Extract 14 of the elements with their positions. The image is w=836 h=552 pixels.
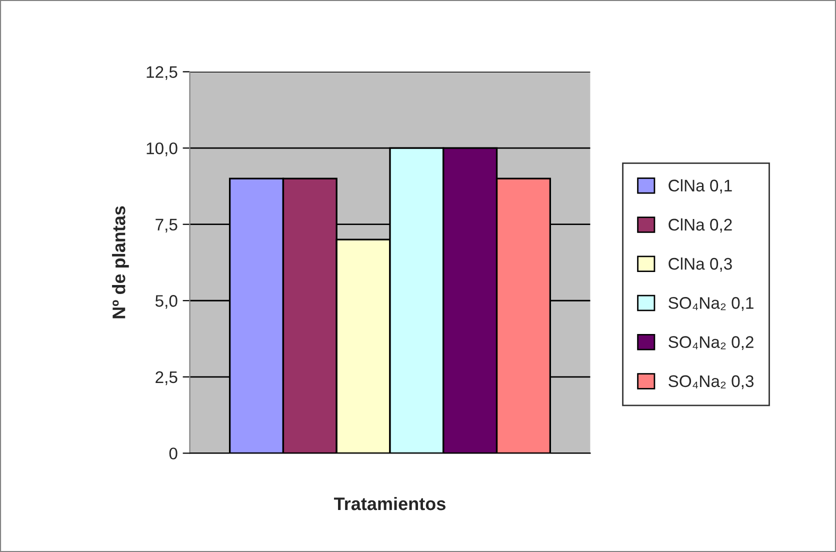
legend-label: SO₄Na₂ 0,1 <box>668 297 754 311</box>
y-tick-label: 2,5 <box>156 371 178 386</box>
y-tick-label: 12,5 <box>146 66 178 80</box>
y-tick-label: 0 <box>169 448 178 460</box>
legend-label: ClNa 0,2 <box>668 218 732 233</box>
legend-label: SO₄Na₂ 0,3 <box>668 375 754 390</box>
y-tick-label: 10,0 <box>146 142 178 156</box>
y-tick-label: 7,5 <box>156 218 178 233</box>
x-axis-title: Tratamientos <box>334 496 446 510</box>
legend-label: ClNa 0,1 <box>668 179 732 194</box>
legend-label: SO₄Na₂ 0,2 <box>668 336 754 350</box>
legend-label: ClNa 0,3 <box>668 257 732 272</box>
y-axis-title: Nº de plantas <box>112 206 129 318</box>
y-tick-label: 5,0 <box>155 295 178 309</box>
